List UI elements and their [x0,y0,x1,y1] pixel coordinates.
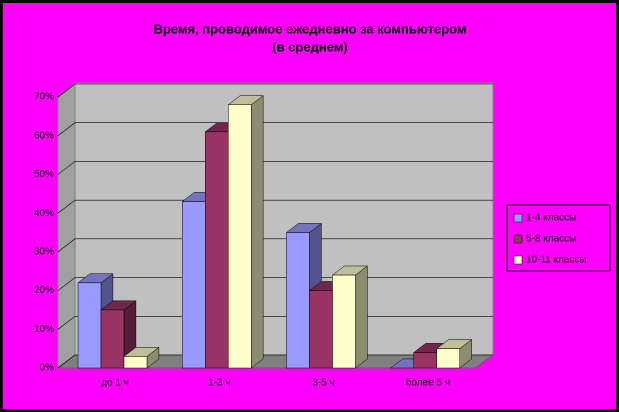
bar [228,104,252,369]
grid-line [57,161,493,175]
bar [100,309,125,369]
x-tick-label: 1-3 ч [208,378,230,389]
side-wall [57,81,76,370]
bar-side [251,95,264,369]
bar [182,201,206,369]
bar [332,274,356,369]
bar-side [355,265,368,369]
y-tick-label: 30% [34,246,54,257]
grid-line [57,122,493,136]
bar [205,131,229,369]
legend-swatch [513,213,523,223]
bar [77,282,102,369]
y-tick-label: 0% [40,363,55,374]
grid-line [57,83,493,98]
legend-label: 5-8 классы [526,234,576,245]
y-tick-label: 50% [34,169,54,180]
bar [123,356,148,369]
bar [309,290,333,369]
grid-line [57,199,493,214]
bar [286,232,310,369]
y-tick-label: 40% [34,208,54,219]
x-tick-label: до 1 ч [101,378,129,389]
legend-label: 1-4 классы [526,213,576,224]
y-tick-label: 10% [34,324,54,335]
chart-title: Время, проводимое ежедневно за компьютер… [153,21,466,36]
legend-swatch [513,234,523,244]
y-tick-label: 20% [34,285,54,296]
legend-swatch [513,255,523,265]
bar [436,348,460,369]
x-tick-label: более 5 ч [406,377,450,389]
y-tick-label: 60% [34,130,54,141]
legend-label: 10-11 классы [526,255,587,266]
x-tick-label: 3-5 ч [312,378,334,389]
y-tick-label: 70% [34,92,54,103]
chart-subtitle: (в среднем) [272,39,347,54]
back-wall [74,82,494,356]
legend [506,204,611,272]
grid-line [57,238,493,253]
bar [413,352,437,369]
